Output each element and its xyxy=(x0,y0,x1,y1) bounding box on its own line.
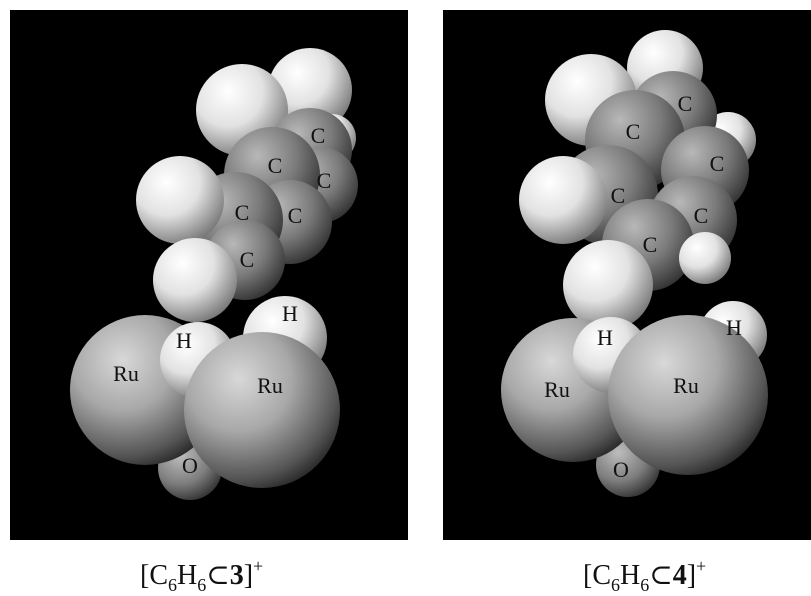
caption-subset-symbol: ⊂ xyxy=(649,560,673,591)
caption-subscript: 6 xyxy=(197,575,207,595)
hydrogen-atom xyxy=(268,48,352,132)
ruthenium-atom xyxy=(184,332,340,488)
atom-label: C xyxy=(317,168,332,193)
atom-label: Ru xyxy=(113,361,139,386)
caption-subscript: 6 xyxy=(168,575,177,595)
atom-label: C xyxy=(235,200,250,225)
caption-right: [C6H6⊂4]+ xyxy=(583,556,706,596)
atom-label: Ru xyxy=(673,373,699,398)
caption-text: ] xyxy=(243,560,254,591)
atom-label: H xyxy=(726,315,742,340)
caption-subset-symbol: ⊂ xyxy=(206,560,230,591)
hydrogen-atom xyxy=(519,156,607,244)
caption-text: [C xyxy=(583,560,611,591)
atom-label: Ru xyxy=(544,377,570,402)
atom-label: C xyxy=(268,153,283,178)
atom-label: C xyxy=(611,183,626,208)
hydrogen-atom xyxy=(136,156,224,244)
caption-text: [C xyxy=(140,560,168,591)
atom-label: C xyxy=(678,91,693,116)
caption-text: ] xyxy=(686,560,697,591)
atom-label: H xyxy=(597,325,613,350)
caption-charge: + xyxy=(696,556,707,576)
atom-label: C xyxy=(694,203,709,228)
caption-text: H xyxy=(620,560,641,591)
atom-label: C xyxy=(643,232,658,257)
atom-label: H xyxy=(176,328,192,353)
atom-label: O xyxy=(182,453,198,478)
atom-label: O xyxy=(613,457,629,482)
atom-label: C xyxy=(710,151,725,176)
caption-charge: + xyxy=(253,556,264,576)
atom-label: H xyxy=(282,301,298,326)
molecule-panel-left: C C C C C C H H Ru Ru O xyxy=(10,10,408,540)
atom-label: C xyxy=(288,203,303,228)
caption-subscript: 6 xyxy=(640,575,650,595)
atom-label: C xyxy=(626,119,641,144)
caption-compound-number: 3 xyxy=(229,560,244,591)
hydrogen-atom xyxy=(679,232,731,284)
molecule-panel-right: C C C C C C H H Ru Ru O xyxy=(443,10,811,540)
caption-left: [C6H6⊂3]+ xyxy=(140,556,263,596)
space-filling-model-left: C C C C C C H H Ru Ru O xyxy=(70,48,358,500)
hydrogen-atom xyxy=(153,238,237,322)
atom-label: C xyxy=(311,123,326,148)
atom-label: C xyxy=(240,247,255,272)
caption-compound-number: 4 xyxy=(672,560,687,591)
atom-label: Ru xyxy=(257,373,283,398)
hydrogen-atom xyxy=(563,240,653,330)
space-filling-model-right: C C C C C C H H Ru Ru O xyxy=(501,30,768,497)
ruthenium-atom xyxy=(608,315,768,475)
caption-subscript: 6 xyxy=(611,575,620,595)
caption-text: H xyxy=(177,560,198,591)
